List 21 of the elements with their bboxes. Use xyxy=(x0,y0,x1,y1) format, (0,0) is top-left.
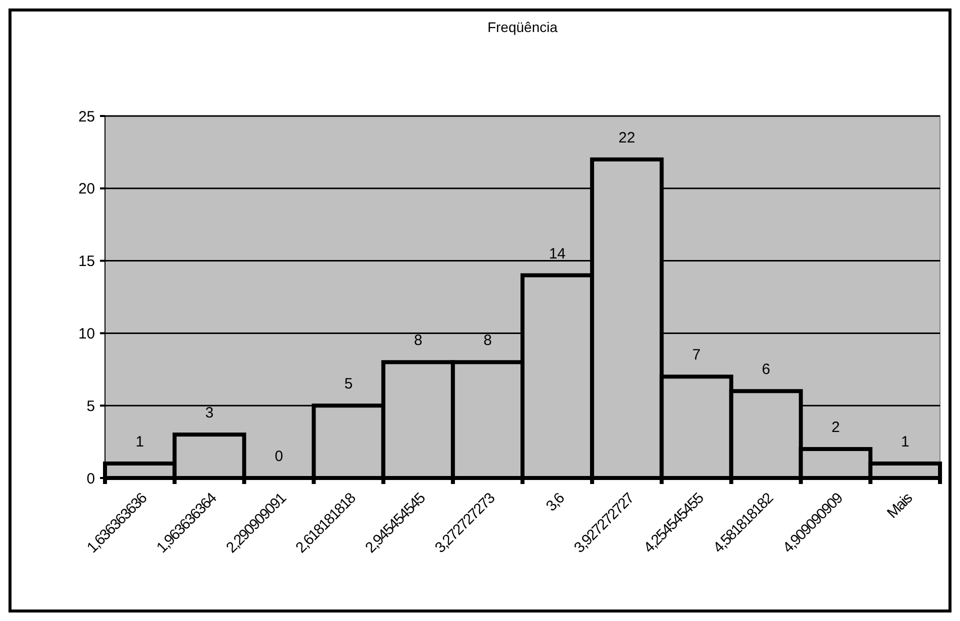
chart-title: Freqüência xyxy=(487,19,558,35)
data-label: 22 xyxy=(618,129,636,146)
y-tick-label: 15 xyxy=(78,253,95,270)
y-tick-label: 5 xyxy=(86,398,95,415)
data-label: 5 xyxy=(344,376,353,393)
data-label: 3 xyxy=(205,404,214,422)
x-tick-label: Mais xyxy=(884,490,916,522)
data-label: 2 xyxy=(831,419,840,436)
data-label: 8 xyxy=(414,332,422,350)
data-label: 7 xyxy=(692,346,701,364)
data-label: 0 xyxy=(274,448,284,465)
y-tick-label: 0 xyxy=(86,470,95,488)
data-label: 1 xyxy=(901,434,910,451)
y-tick-label: 20 xyxy=(78,180,95,198)
data-label: 1 xyxy=(136,434,144,451)
x-tick-label: 3,6 xyxy=(542,490,568,515)
data-label: 6 xyxy=(762,361,770,378)
y-tick-label: 10 xyxy=(78,325,95,342)
data-label: 8 xyxy=(484,332,492,350)
y-tick-label: 25 xyxy=(78,108,95,126)
data-label: 14 xyxy=(548,245,566,262)
